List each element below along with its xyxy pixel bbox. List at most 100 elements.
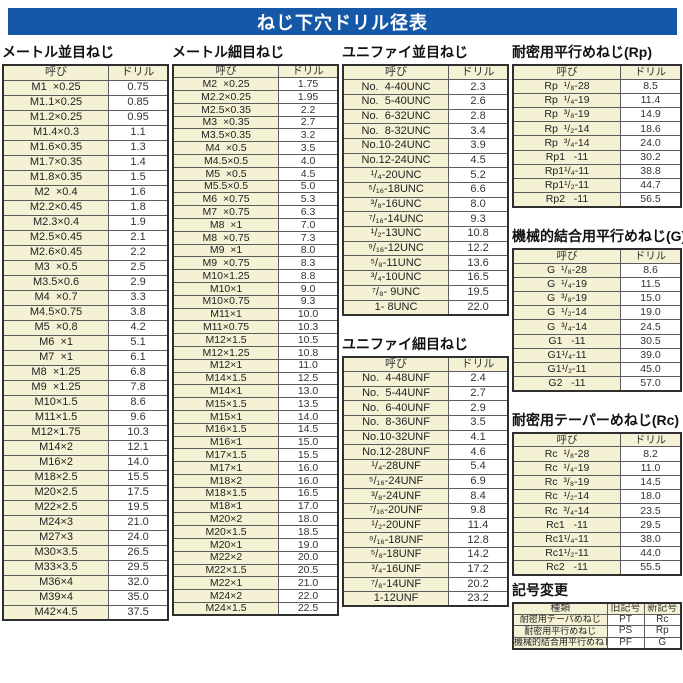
drill-value-cell: 14.5 (620, 474, 682, 491)
drill-value-cell: 8.0 (448, 196, 509, 213)
table-row: M9 ×1.25 7.8 (2, 379, 169, 396)
section-heading: メートル並目ねじ (2, 44, 114, 60)
table-row: M24×3 21.0 (2, 514, 169, 531)
data-table-rp: 呼び ドリル Rp ¹/₈-28 8.5 Rp ¹/₄-19 11.4 Rp ³/₈-19 1… (512, 64, 682, 208)
table-row: ⁹/₁₆-12UNC 12.2 (342, 240, 509, 257)
thread-name-cell: M11×1 (172, 307, 280, 322)
table-row: M42×4.5 37.5 (2, 604, 169, 621)
drill-value-cell: 23.5 (620, 503, 682, 519)
drill-value-cell: 24.0 (620, 135, 682, 151)
thread-name-cell: M6 ×1 (2, 334, 110, 351)
thread-name-cell: M15×1 (172, 410, 280, 424)
drill-value-cell: 2.3 (448, 79, 509, 95)
table-row: M8 ×1.25 6.8 (2, 364, 169, 381)
thread-name-cell: G1¹/₂-11 (512, 361, 622, 378)
table-row: ⁷/₁₆-20UNF 9.8 (342, 503, 509, 519)
table-row: Rc1¹/₂-11 44.0 (512, 545, 682, 561)
drill-value-cell: 8.6 (108, 394, 169, 411)
table-row: M18×2 16.0 (172, 474, 339, 488)
thread-name-cell: M9 ×0.75 (172, 256, 280, 271)
table-row: M2 ×0.25 1.75 (172, 77, 339, 92)
thread-name-cell: ³/₄-16UNF (342, 561, 450, 578)
table-row: G ¹/₈-28 8.6 (512, 262, 682, 278)
column-header: 呼び (512, 248, 622, 264)
thread-name-cell: G ¹/₂-14 (512, 305, 622, 321)
page-title: ねじ下穴ドリル径表 (257, 12, 428, 33)
thread-name-cell: ⁵/₁₆-24UNF (342, 473, 450, 490)
table-row: M20×2.5 17.5 (2, 484, 169, 501)
table-row: M24×2 22.0 (172, 589, 339, 603)
thread-name-cell: No. 6-32UNC (342, 108, 450, 125)
drill-value-cell: 4.2 (108, 319, 169, 336)
thread-name-cell: M24×3 (2, 514, 110, 531)
drill-value-cell: 16.0 (278, 474, 339, 488)
table-row: M22×2 20.0 (172, 550, 339, 565)
table-row: Rc ¹/₄-19 11.0 (512, 460, 682, 476)
drill-value-cell: 16.0 (278, 461, 339, 475)
drill-value-cell: 8.6 (620, 262, 682, 278)
header-row: 呼び ドリル (512, 64, 682, 80)
thread-name-cell: M14×2 (2, 439, 110, 456)
table-row: No.12-24UNC 4.5 (342, 152, 509, 169)
drill-value-cell: 37.5 (108, 604, 169, 621)
table-row: M12×1.75 10.3 (2, 424, 169, 441)
drill-value-cell: 30.2 (620, 149, 682, 165)
thread-name-cell: M8 ×1.25 (2, 364, 110, 381)
column-header: 呼び (512, 64, 622, 80)
column-header: ドリル (278, 64, 339, 79)
drill-value-cell: 11.5 (620, 276, 682, 292)
table-row: ⁵/₈-11UNC 13.6 (342, 255, 509, 272)
drill-value-cell: 38.0 (620, 531, 682, 547)
drill-value-cell: 55.5 (620, 559, 682, 576)
header-row: 呼び ドリル (2, 64, 169, 81)
table-row: M2.6×0.45 2.2 (2, 244, 169, 261)
drill-value-cell: 8.0 (278, 243, 339, 258)
table-row: ⁷/₈- 9UNC 19.5 (342, 284, 509, 301)
drill-value-cell: 12.5 (278, 371, 339, 386)
thread-name-cell: M22×2 (172, 550, 280, 565)
table-row: ¹/₂-13UNC 10.8 (342, 226, 509, 242)
thread-name-cell: ⁹/₁₆-12UNC (342, 240, 450, 257)
table-row: M14×1 13.0 (172, 384, 339, 399)
drill-value-cell: 15.5 (108, 469, 169, 486)
drill-value-cell: 22.0 (278, 589, 339, 603)
drill-value-cell: 2.4 (448, 370, 509, 387)
drill-value-cell: 6.3 (278, 205, 339, 220)
drill-value-cell: 9.3 (448, 211, 509, 228)
thread-name-cell: Rc2 -11 (512, 559, 622, 576)
header-row: 呼び ドリル (512, 432, 682, 448)
table-row: Rc1¹/₄-11 38.0 (512, 531, 682, 547)
table-row: M5 ×0.8 4.2 (2, 319, 169, 336)
thread-name-cell: M2 ×0.25 (172, 77, 280, 92)
table-row: M18×1.5 16.5 (172, 486, 339, 501)
table-row: No. 8-32UNC 3.4 (342, 123, 509, 139)
thread-name-cell: No.12-24UNC (342, 152, 450, 169)
table-row: Rp1 -11 30.2 (512, 149, 682, 165)
section-rc: 耐密用テーパーめねじ(Rc) 呼び ドリル Rc ¹/₈-28 8.2 Rc ¹/₄-19… (512, 412, 682, 576)
thread-name-cell: M1.7×0.35 (2, 154, 110, 171)
thread-name-cell: M33×3.5 (2, 559, 110, 576)
table-row: M33×3.5 29.5 (2, 559, 169, 576)
drill-value-cell: 1.6 (108, 184, 169, 201)
thread-name-cell: M3.5×0.6 (2, 274, 110, 291)
thread-name-cell: M14×1.5 (172, 371, 280, 386)
thread-name-cell: M36×4 (2, 574, 110, 591)
drill-value-cell: 12.2 (448, 240, 509, 257)
drill-value-cell: 1.9 (108, 214, 169, 231)
table-row: M12×1 11.0 (172, 358, 339, 373)
drill-value-cell: 21.0 (278, 576, 339, 591)
table-row: M22×1.5 20.5 (172, 563, 339, 578)
table-row: M3.5×0.6 2.9 (2, 274, 169, 291)
table-row: M18×2.5 15.5 (2, 469, 169, 486)
thread-name-cell: M1.4×0.3 (2, 124, 110, 141)
drill-value-cell: 8.4 (448, 488, 509, 505)
drill-value-cell: 14.5 (278, 422, 339, 437)
drill-value-cell: Rc (643, 613, 682, 627)
table-row: Rp ¹/₂-14 18.6 (512, 121, 682, 137)
drill-value-cell: 57.0 (620, 376, 682, 392)
drill-value-cell: 5.4 (448, 459, 509, 475)
table-row: ¹/₂-20UNF 11.4 (342, 517, 509, 534)
drill-value-cell: 14.2 (448, 547, 509, 563)
thread-name-cell: G1 -11 (512, 333, 622, 349)
thread-name-cell: 耐密用平行めねじ (512, 625, 608, 638)
